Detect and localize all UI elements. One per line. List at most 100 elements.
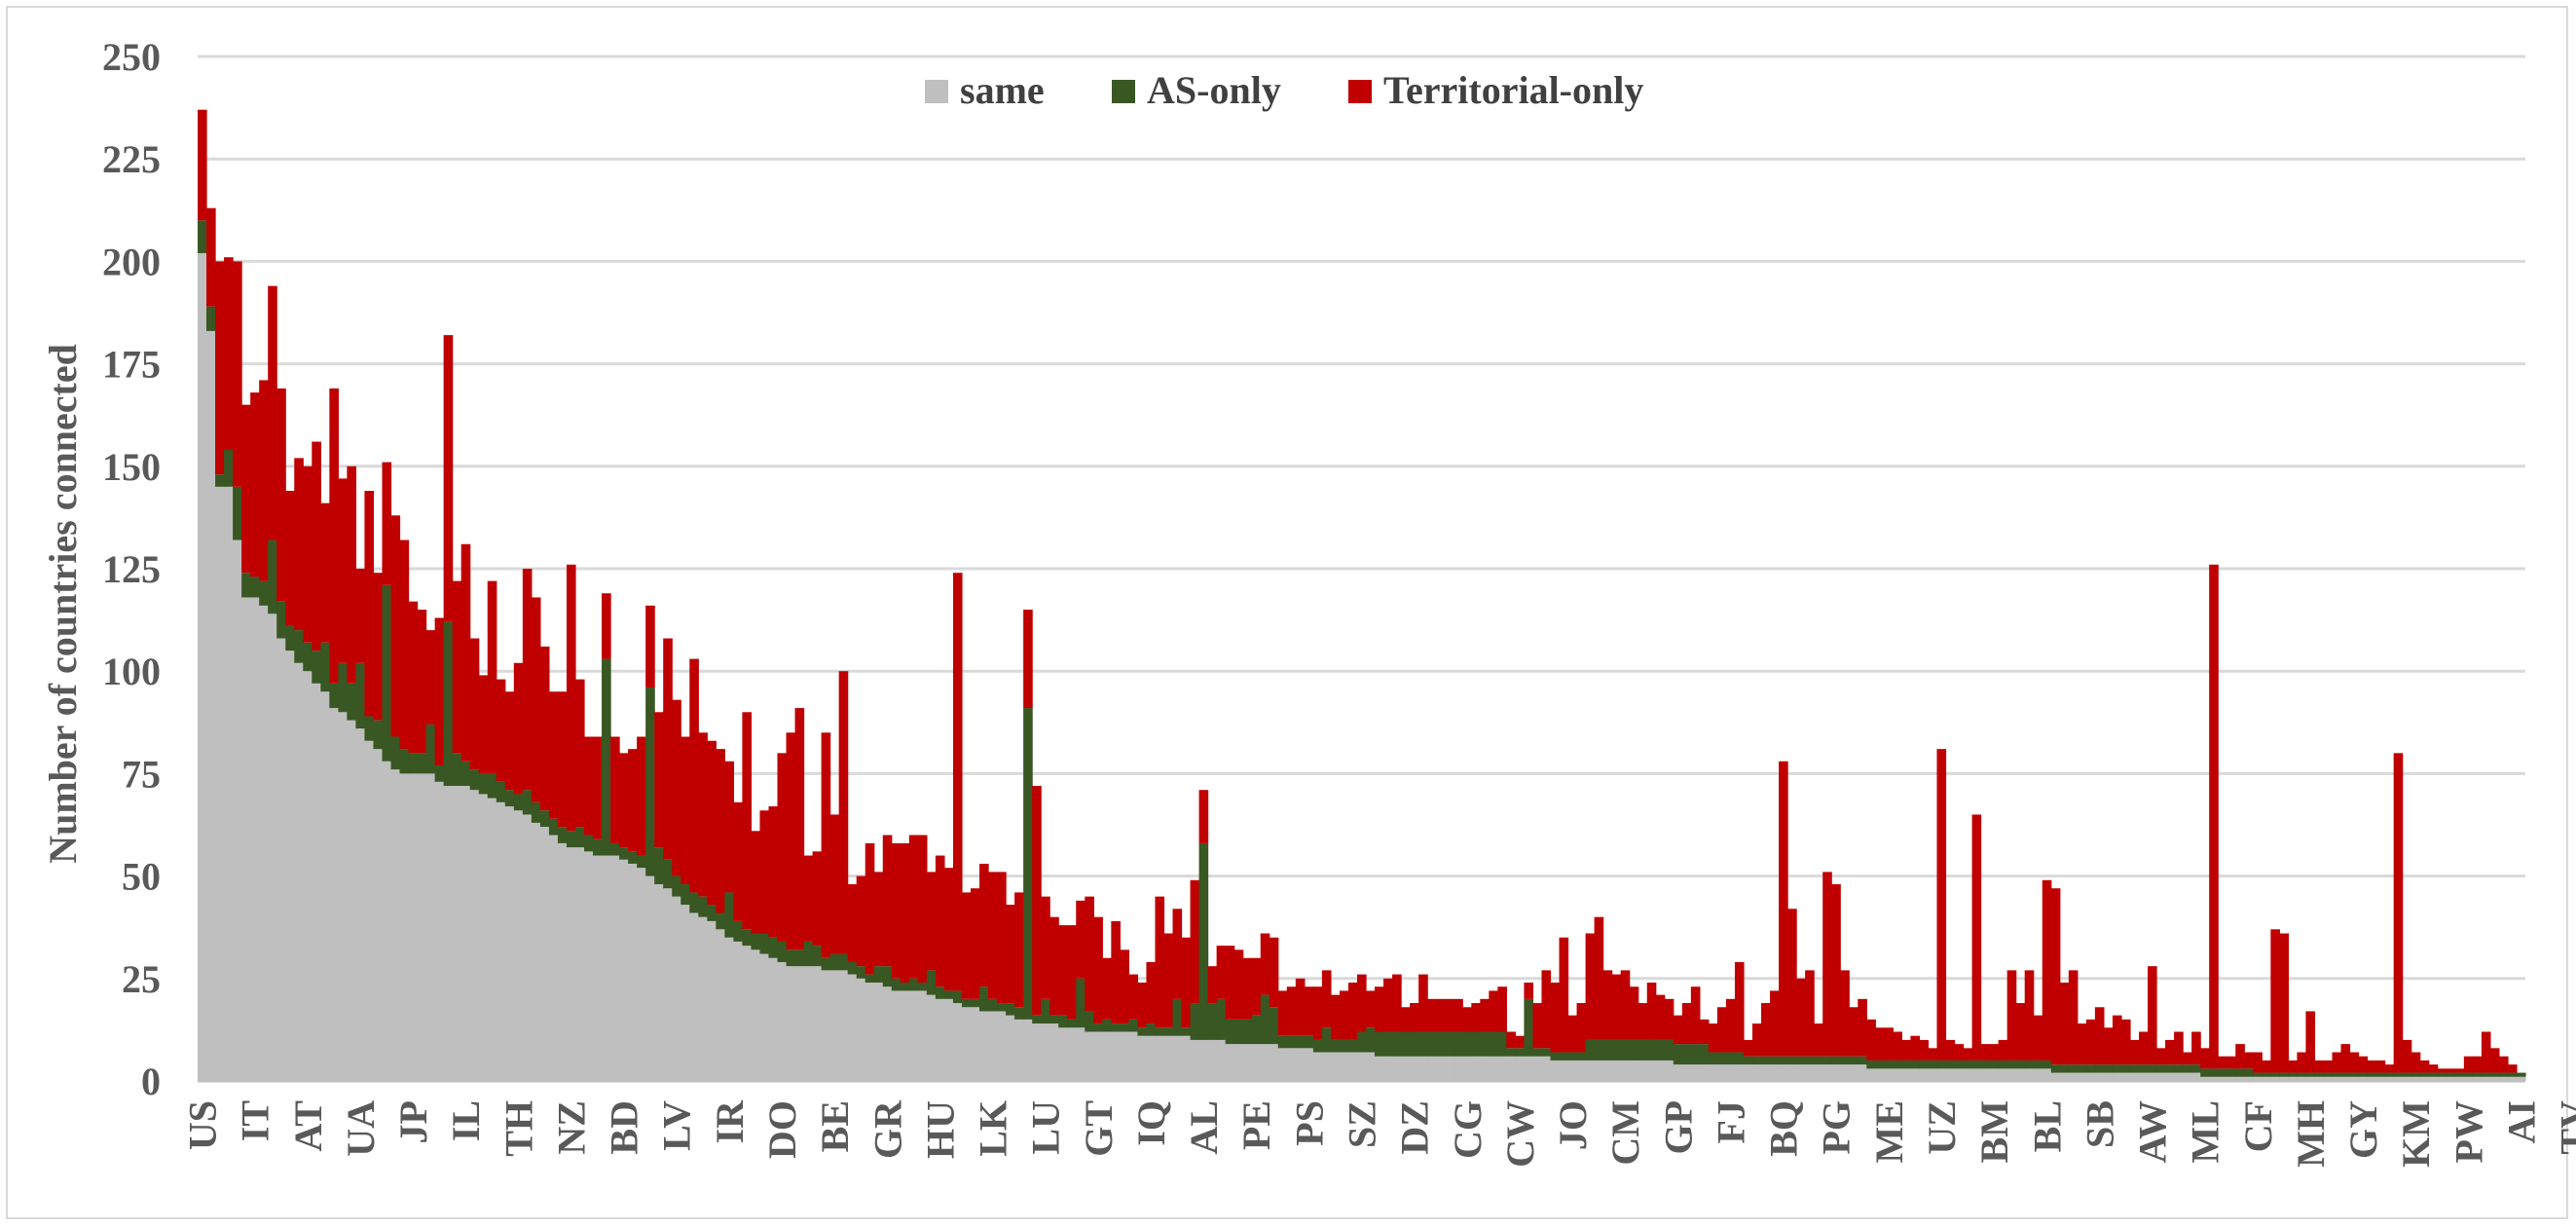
bar-segment-as-only: [1734, 1052, 1745, 1065]
bar-segment-territorial-only: [663, 638, 673, 860]
bar-segment-same: [312, 683, 321, 1081]
bar-segment-territorial-only: [628, 749, 638, 852]
bar-segment-same: [2200, 1076, 2210, 1081]
bar-segment-same: [2024, 1068, 2035, 1081]
bar-segment-same: [2006, 1068, 2017, 1081]
bar-segment-as-only: [1471, 1031, 1481, 1057]
bar-segment-same: [1383, 1056, 1393, 1081]
bar-segment-as-only: [1532, 1048, 1543, 1057]
bar-segment-as-only: [2033, 1060, 2043, 1069]
bar-segment-territorial-only: [2103, 1027, 2114, 1065]
bar-segment-as-only: [1304, 1035, 1314, 1049]
bar-segment-same: [268, 614, 277, 1081]
bar-segment-as-only: [1567, 1052, 1578, 1060]
bar-segment-as-only: [1462, 1031, 1472, 1057]
bar-segment-as-only: [602, 658, 611, 856]
bar-segment-territorial-only: [1427, 998, 1437, 1032]
bar-segment-as-only: [1550, 1052, 1561, 1060]
bar-segment-as-only: [1884, 1060, 1894, 1069]
y-tick-label: 250: [102, 35, 161, 79]
bar-segment-as-only: [2120, 1064, 2131, 1073]
bar-segment-same: [637, 868, 646, 1081]
bar-segment-territorial-only: [1708, 1023, 1718, 1053]
bar-segment-territorial-only: [496, 679, 506, 782]
bar-segment-territorial-only: [593, 736, 603, 839]
bar-segment-as-only: [1910, 1060, 1921, 1069]
bar-segment-as-only: [1445, 1031, 1454, 1057]
bar-segment-same: [1339, 1052, 1349, 1081]
bar-segment-same: [2297, 1076, 2307, 1081]
bar-segment-same: [2262, 1076, 2271, 1081]
bar-segment-same: [390, 769, 401, 1081]
y-tick-label: 0: [141, 1060, 161, 1103]
bar-segment-as-only: [1041, 998, 1050, 1024]
x-tick-label: TH: [497, 1100, 540, 1157]
bar-segment-same: [707, 920, 717, 1081]
bar-segment-as-only: [856, 966, 866, 979]
bar-segment-as-only: [988, 998, 998, 1012]
bar-segment-territorial-only: [557, 691, 568, 828]
bar-segment-same: [417, 773, 427, 1081]
bar-segment-same: [1410, 1056, 1419, 1081]
bar-segment-same: [1356, 1052, 1367, 1081]
bar-segment-as-only: [1814, 1056, 1823, 1065]
bar-segment-same: [1155, 1035, 1165, 1081]
bar-segment-territorial-only: [2218, 1056, 2227, 1069]
x-tick-label: MH: [2289, 1100, 2333, 1168]
bar-segment-same: [1620, 1060, 1631, 1081]
bar-segment-same: [1497, 1056, 1507, 1081]
bar-segment-as-only: [891, 978, 902, 991]
bar-segment-same: [1076, 1027, 1086, 1081]
bar-segment-territorial-only: [2489, 1048, 2500, 1073]
bar-segment-same: [2340, 1076, 2351, 1081]
bar-segment-territorial-only: [215, 261, 225, 475]
bar-segment-territorial-only: [891, 842, 902, 979]
bar-segment-same: [663, 888, 673, 1081]
bar-segment-as-only: [2059, 1064, 2070, 1073]
bar-segment-same: [566, 847, 576, 1081]
bar-segment-territorial-only: [1137, 983, 1148, 1028]
bar-segment-territorial-only: [1805, 970, 1815, 1057]
bar-segment-territorial-only: [1893, 1031, 1902, 1060]
bar-segment-territorial-only: [2253, 1052, 2263, 1073]
bar-segment-territorial-only: [548, 691, 559, 819]
bar-segment-as-only: [329, 683, 339, 709]
bar-segment-as-only: [997, 1003, 1007, 1012]
y-tick-label: 225: [102, 137, 161, 181]
bar-segment-same: [1936, 1068, 1947, 1081]
bar-segment-territorial-only: [1286, 986, 1297, 1036]
bar-segment-same: [1875, 1068, 1885, 1081]
bar-segment-same: [1743, 1064, 1753, 1081]
x-tick-label: BL: [2025, 1100, 2069, 1152]
bar-segment-same: [733, 941, 743, 1081]
bar-segment-as-only: [733, 920, 743, 942]
bar-segment-territorial-only: [1489, 990, 1498, 1032]
bar-segment-as-only: [2305, 1072, 2316, 1077]
y-tick-label: 125: [102, 547, 161, 591]
bar-segment-same: [1989, 1068, 2000, 1081]
bar-segment-territorial-only: [645, 605, 655, 688]
bar-segment-same: [1655, 1060, 1666, 1081]
bar-segment-same: [952, 1003, 963, 1081]
bar-segment-same: [803, 966, 814, 1081]
bar-segment-territorial-only: [1779, 761, 1788, 1057]
bar-segment-territorial-only: [1690, 986, 1701, 1045]
bar-segment-territorial-only: [1216, 946, 1227, 999]
bar-segment-as-only: [2419, 1072, 2430, 1077]
bar-segment-as-only: [1725, 1052, 1736, 1065]
x-tick-label: CG: [1446, 1100, 1490, 1159]
bar-segment-territorial-only: [1049, 916, 1059, 1016]
bar-segment-same: [2375, 1076, 2386, 1081]
legend-swatch: [1112, 80, 1135, 103]
bar-segment-territorial-only: [2094, 1007, 2105, 1065]
bar-segment-as-only: [1137, 1027, 1148, 1036]
bar-segment-territorial-only: [434, 617, 445, 765]
x-tick-label: LV: [655, 1100, 699, 1151]
bar-segment-territorial-only: [935, 855, 945, 987]
bar-segment-as-only: [1172, 998, 1183, 1036]
bar-segment-as-only: [2148, 1064, 2157, 1073]
bar-segment-same: [716, 929, 725, 1081]
x-tick-label: BE: [813, 1100, 857, 1152]
bar-segment-territorial-only: [566, 564, 576, 832]
bar-segment-as-only: [1233, 1019, 1244, 1045]
